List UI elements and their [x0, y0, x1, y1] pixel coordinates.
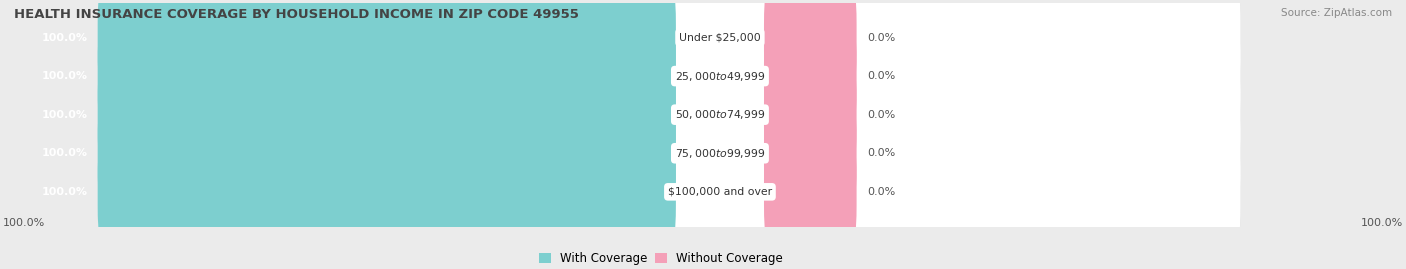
FancyBboxPatch shape: [763, 94, 856, 213]
Text: Under $25,000: Under $25,000: [679, 33, 761, 43]
Text: 0.0%: 0.0%: [866, 110, 896, 120]
FancyBboxPatch shape: [97, 55, 1240, 176]
Text: 100.0%: 100.0%: [42, 110, 87, 120]
FancyBboxPatch shape: [763, 55, 856, 174]
FancyBboxPatch shape: [763, 132, 856, 251]
Text: 0.0%: 0.0%: [866, 187, 896, 197]
Text: $75,000 to $99,999: $75,000 to $99,999: [675, 147, 765, 160]
FancyBboxPatch shape: [97, 0, 1240, 97]
Text: 100.0%: 100.0%: [42, 33, 87, 43]
FancyBboxPatch shape: [97, 94, 1240, 214]
Text: 0.0%: 0.0%: [866, 71, 896, 81]
Text: 0.0%: 0.0%: [866, 33, 896, 43]
Text: 100.0%: 100.0%: [1361, 218, 1403, 228]
FancyBboxPatch shape: [97, 17, 676, 136]
FancyBboxPatch shape: [97, 17, 1240, 136]
FancyBboxPatch shape: [97, 132, 1240, 253]
FancyBboxPatch shape: [97, 132, 1240, 251]
Text: 0.0%: 0.0%: [866, 148, 896, 158]
FancyBboxPatch shape: [97, 55, 676, 174]
Text: Source: ZipAtlas.com: Source: ZipAtlas.com: [1281, 8, 1392, 18]
Text: 100.0%: 100.0%: [42, 148, 87, 158]
FancyBboxPatch shape: [97, 55, 1240, 174]
Legend: With Coverage, Without Coverage: With Coverage, Without Coverage: [534, 247, 787, 269]
Text: 100.0%: 100.0%: [42, 187, 87, 197]
Text: $50,000 to $74,999: $50,000 to $74,999: [675, 108, 765, 121]
FancyBboxPatch shape: [97, 0, 676, 97]
Text: 100.0%: 100.0%: [3, 218, 45, 228]
FancyBboxPatch shape: [97, 132, 676, 251]
Text: HEALTH INSURANCE COVERAGE BY HOUSEHOLD INCOME IN ZIP CODE 49955: HEALTH INSURANCE COVERAGE BY HOUSEHOLD I…: [14, 8, 579, 21]
FancyBboxPatch shape: [97, 94, 676, 213]
FancyBboxPatch shape: [763, 0, 856, 97]
FancyBboxPatch shape: [97, 17, 1240, 137]
Text: $100,000 and over: $100,000 and over: [668, 187, 772, 197]
Text: 100.0%: 100.0%: [42, 71, 87, 81]
Text: $25,000 to $49,999: $25,000 to $49,999: [675, 70, 765, 83]
FancyBboxPatch shape: [97, 0, 1240, 98]
FancyBboxPatch shape: [97, 94, 1240, 213]
FancyBboxPatch shape: [763, 17, 856, 136]
